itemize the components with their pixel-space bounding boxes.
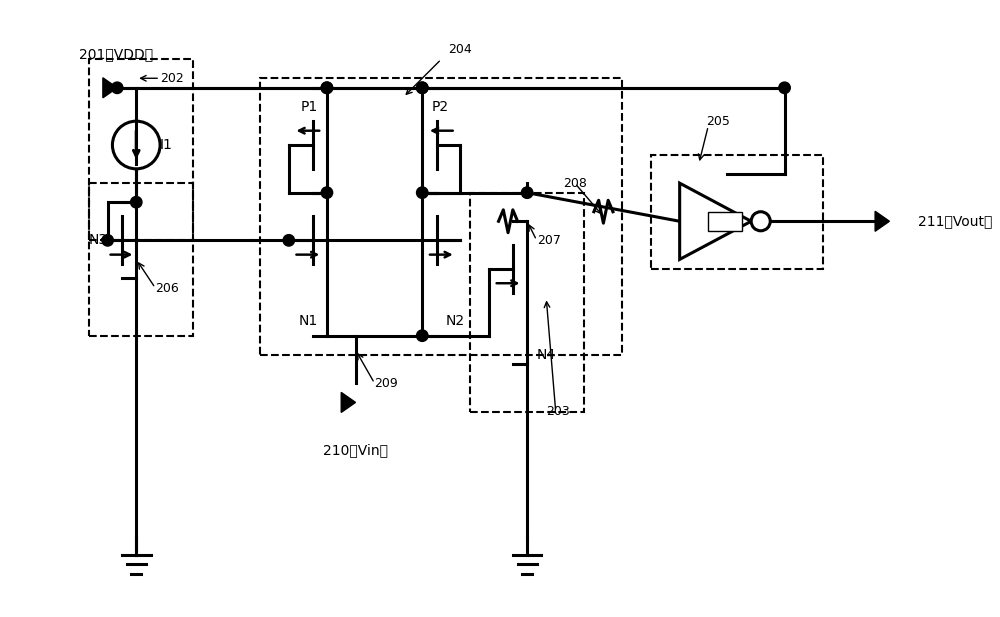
Text: 208: 208 [563, 176, 587, 189]
Polygon shape [875, 211, 889, 231]
Polygon shape [103, 78, 117, 98]
Circle shape [283, 234, 295, 246]
Text: N2: N2 [446, 315, 465, 328]
Circle shape [111, 82, 123, 94]
Text: P1: P1 [300, 100, 317, 114]
Text: 210（Vin）: 210（Vin） [323, 443, 388, 457]
Circle shape [521, 187, 533, 199]
Circle shape [751, 212, 770, 231]
Text: 206: 206 [155, 281, 179, 294]
Text: 211（Vout）: 211（Vout） [918, 214, 992, 228]
Text: P2: P2 [432, 100, 449, 114]
Circle shape [102, 234, 113, 246]
Circle shape [417, 82, 428, 94]
Text: 201（VDD）: 201（VDD） [79, 48, 153, 62]
Circle shape [417, 187, 428, 199]
Text: N1: N1 [298, 315, 317, 328]
Circle shape [131, 196, 142, 208]
Text: 203: 203 [546, 405, 570, 418]
Circle shape [321, 82, 333, 94]
Circle shape [321, 82, 333, 94]
Text: 202: 202 [160, 72, 184, 85]
Text: 207: 207 [537, 234, 561, 247]
Text: 205: 205 [706, 115, 730, 128]
Circle shape [417, 82, 428, 94]
Polygon shape [341, 392, 356, 412]
Circle shape [321, 187, 333, 199]
Polygon shape [680, 183, 751, 259]
FancyBboxPatch shape [708, 212, 742, 231]
Circle shape [417, 330, 428, 341]
Circle shape [779, 82, 790, 94]
Text: N4: N4 [537, 348, 556, 362]
Text: 204: 204 [449, 43, 472, 56]
Text: 209: 209 [375, 377, 398, 390]
Text: I1: I1 [160, 138, 173, 152]
Text: N3: N3 [89, 233, 108, 247]
